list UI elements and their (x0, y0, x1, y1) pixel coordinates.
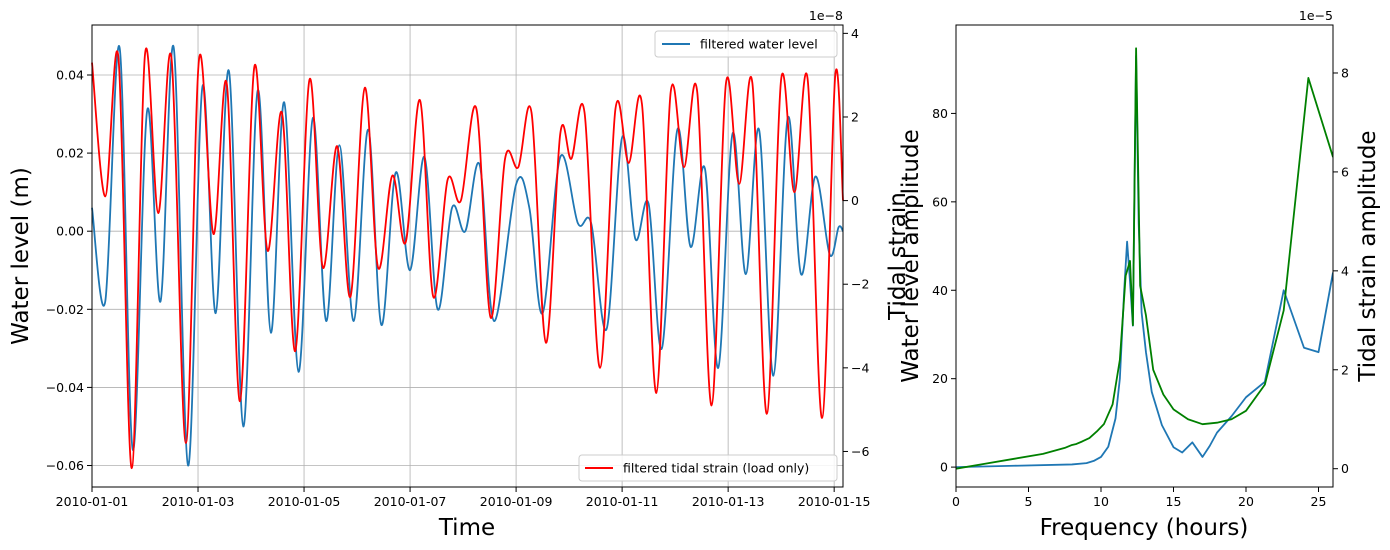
y2-axis-label: Tidal strain (885, 192, 911, 321)
legend-label: filtered water level (700, 37, 818, 52)
series-layer (91, 44, 844, 470)
x-tick-label: 2010-01-03 (162, 494, 235, 509)
series-line-tidal-strain (91, 47, 844, 470)
x-axis-ticks: 0 5 10 15 20 25 (952, 487, 1326, 509)
series-line-tidal-strain-amplitude (956, 47, 1333, 470)
x-tick-label: 25 (1311, 494, 1327, 509)
y2-tick-label: 0 (1341, 461, 1349, 476)
y2-tick-label: −2 (851, 277, 869, 292)
legend-frame (654, 30, 838, 58)
x-tick-label: 2010-01-11 (586, 494, 659, 509)
legend-frame (578, 454, 838, 482)
y2-tick-label: 2 (1341, 362, 1349, 377)
y2-offset-label: 1e−8 (809, 8, 843, 23)
x-tick-label: 5 (1025, 494, 1033, 509)
y-axis-label: Water level (m) (8, 167, 34, 345)
y2-tick-label: 6 (1341, 164, 1349, 179)
right-y-axis-ticks: 4 2 0 −2 −4 −6 (843, 26, 869, 459)
series-line-water-level (91, 44, 844, 467)
x-tick-label: 2010-01-05 (268, 494, 341, 509)
right-y-axis-ticks: 0 2 4 6 8 (1333, 65, 1349, 476)
y-tick-label: 0.04 (56, 67, 84, 82)
plot-frame (955, 24, 1334, 488)
y-tick-label: −0.04 (46, 380, 84, 395)
y2-tick-label: 4 (1341, 263, 1349, 278)
spectrum-panel: 0 5 10 15 20 25 0 20 40 60 80 0 2 4 6 8 1e−5 Frequenc… (898, 8, 1381, 541)
x-tick-label: 2010-01-01 (56, 494, 129, 509)
legend-label: filtered tidal strain (load only) (623, 461, 809, 476)
x-axis-label: Frequency (hours) (1040, 515, 1249, 541)
legend-water-level: filtered water level (654, 30, 838, 58)
x-tick-label: 2010-01-15 (798, 494, 871, 509)
x-axis-ticks: 2010-01-01 2010-01-03 2010-01-05 2010-01-07… (56, 487, 871, 509)
y2-offset-label: 1e−5 (1299, 8, 1333, 23)
y2-axis-label: Tidal strain amplitude (1355, 130, 1381, 382)
y-tick-label: −0.06 (46, 458, 84, 473)
y-tick-label: 80 (932, 106, 948, 121)
x-tick-label: 20 (1238, 494, 1254, 509)
y-tick-label: 60 (932, 194, 948, 209)
y-tick-label: −0.02 (46, 302, 84, 317)
x-tick-label: 2010-01-09 (480, 494, 553, 509)
x-axis-label: Time (438, 515, 495, 541)
y2-tick-label: −4 (851, 360, 869, 375)
x-tick-label: 2010-01-07 (374, 494, 447, 509)
y-tick-label: 40 (932, 283, 948, 298)
time-series-panel: 2010-01-01 2010-01-03 2010-01-05 2010-01-07… (8, 8, 911, 541)
legend-tidal-strain: filtered tidal strain (load only) (578, 454, 838, 482)
x-tick-label: 2010-01-13 (692, 494, 765, 509)
x-tick-label: 15 (1166, 494, 1182, 509)
y2-tick-label: 2 (851, 109, 859, 124)
x-tick-label: 10 (1093, 494, 1109, 509)
y-tick-label: 0.02 (56, 146, 84, 161)
series-line-water-level-amplitude (956, 55, 1333, 469)
y2-tick-label: −6 (851, 444, 869, 459)
y2-tick-label: 0 (851, 193, 859, 208)
y2-tick-label: 4 (851, 26, 859, 41)
y-tick-label: 0.00 (56, 224, 84, 239)
plot-frame (91, 24, 844, 488)
left-y-axis-ticks: 0.04 0.02 0.00 −0.02 −0.04 −0.06 (46, 67, 92, 473)
y-tick-label: 0 (940, 460, 948, 475)
y-axis-label: Water level amplitude (898, 129, 924, 383)
series-layer (956, 47, 1333, 470)
x-tick-label: 0 (952, 494, 960, 509)
left-y-axis-ticks: 0 20 40 60 80 (932, 106, 956, 475)
y2-tick-label: 8 (1341, 65, 1349, 80)
y-tick-label: 20 (932, 371, 948, 386)
